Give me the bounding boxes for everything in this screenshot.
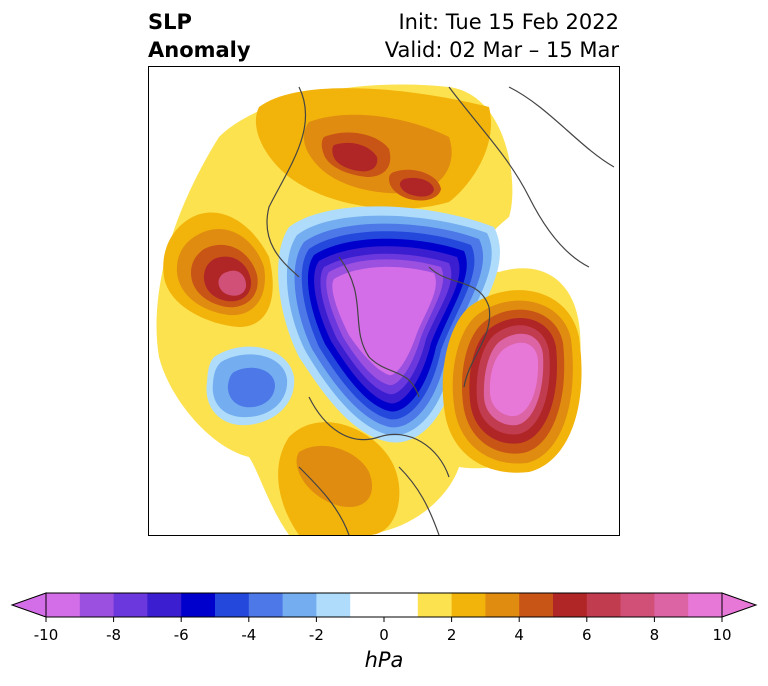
anomaly-contour-atl-neg-3: [227, 367, 275, 408]
colorbar-segment: [519, 593, 554, 617]
colorbar-tick-label: 6: [582, 626, 592, 644]
colorbar-tick-label: 0: [379, 626, 389, 644]
colorbar-segment: [46, 593, 81, 617]
title-line-2: Anomaly: [148, 38, 251, 62]
title-line-1: SLP: [148, 10, 192, 34]
colorbar-tick-label: 10: [712, 626, 732, 644]
colorbar-tick-label: -10: [33, 626, 59, 644]
anomaly-contour-namerica-4: [296, 445, 373, 507]
init-date: Init: Tue 15 Feb 2022: [398, 10, 619, 34]
colorbar-tick-label: 8: [649, 626, 660, 644]
colorbar-extend-max: [721, 592, 758, 618]
colorbar-segment: [350, 593, 385, 617]
anomaly-contour-siberia-7: [399, 177, 434, 197]
colorbar-segment: [316, 593, 351, 617]
colorbar: [10, 592, 758, 622]
anomaly-contour-pacific-10: [489, 342, 539, 417]
anomaly-contour-europe-7: [332, 142, 378, 172]
colorbar-segment: [620, 593, 655, 617]
colorbar-segment: [553, 593, 588, 617]
colorbar-segment: [451, 593, 486, 617]
colorbar-segment: [248, 593, 284, 617]
colorbar-segment: [417, 593, 453, 617]
colorbar-unit-label: hPa: [364, 648, 404, 672]
colorbar-tick-label: -2: [308, 626, 324, 644]
colorbar-tick-label: 4: [514, 626, 524, 644]
anomaly-contour-atlantic-8: [218, 270, 247, 296]
colorbar-segments: [10, 592, 758, 618]
colorbar-tick-label: 2: [446, 626, 457, 644]
date-info: Init: Tue 15 Feb 2022 Valid: 02 Mar – 15…: [385, 8, 619, 64]
colorbar-segment: [79, 593, 115, 617]
colorbar-segment: [688, 593, 723, 617]
colorbar-segment: [654, 593, 689, 617]
colorbar-segment: [215, 593, 250, 617]
anomaly-contour-polar-m9: [332, 266, 436, 376]
map-canvas: [156, 84, 615, 535]
colorbar-segment: [181, 593, 216, 617]
colorbar-segment: [113, 593, 148, 617]
map-title: SLP Anomaly: [148, 8, 251, 64]
slp-anomaly-map: [148, 66, 620, 536]
colorbar-segment: [384, 593, 419, 617]
colorbar-ticks: [45, 617, 723, 622]
colorbar-tick-label: -4: [241, 626, 257, 644]
colorbar-segment: [147, 593, 182, 617]
colorbar-segment: [586, 593, 622, 617]
colorbar-extend-min: [10, 592, 47, 618]
colorbar-tick-label: -6: [173, 626, 189, 644]
colorbar-segment: [282, 593, 317, 617]
colorbar-tick-label: -8: [106, 626, 122, 644]
colorbar-segment: [485, 593, 520, 617]
coastlines: [266, 86, 615, 535]
valid-date-range: Valid: 02 Mar – 15 Mar: [384, 38, 619, 62]
